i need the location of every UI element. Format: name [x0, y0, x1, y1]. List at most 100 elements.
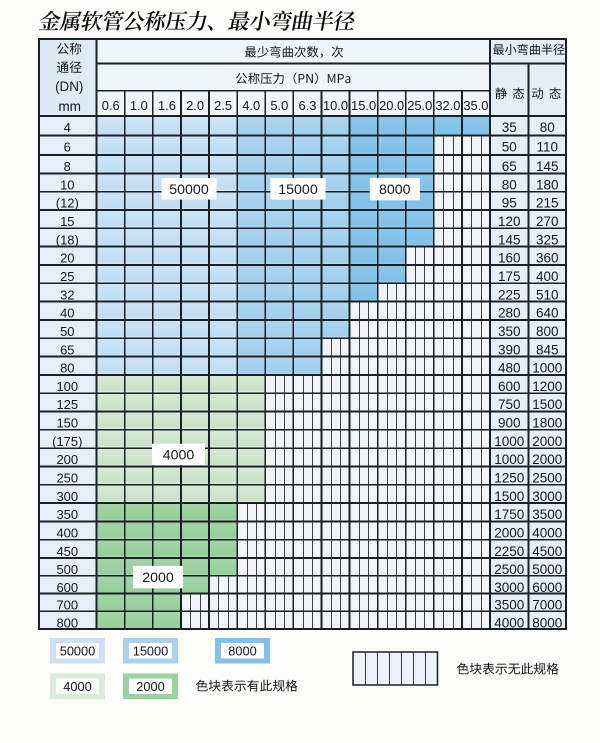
svg-text:1200: 1200	[532, 379, 562, 394]
svg-text:2500: 2500	[494, 562, 524, 577]
svg-text:1000: 1000	[494, 434, 524, 449]
svg-text:5.0: 5.0	[270, 98, 288, 113]
svg-text:4000: 4000	[63, 679, 91, 694]
svg-text:35.0: 35.0	[463, 98, 488, 113]
svg-text:10.0: 10.0	[323, 98, 348, 113]
svg-text:4500: 4500	[532, 544, 562, 559]
svg-text:20: 20	[60, 251, 74, 266]
svg-text:5000: 5000	[532, 562, 562, 577]
svg-text:390: 390	[498, 342, 521, 357]
svg-text:270: 270	[536, 214, 559, 229]
svg-text:750: 750	[498, 397, 521, 412]
svg-text:120: 120	[498, 214, 521, 229]
svg-text:32.0: 32.0	[435, 98, 460, 113]
svg-text:180: 180	[536, 177, 559, 192]
svg-text:350: 350	[56, 507, 78, 522]
svg-text:(18): (18)	[56, 232, 79, 247]
svg-text:20.0: 20.0	[379, 98, 404, 113]
svg-text:150: 150	[56, 416, 78, 431]
svg-text:65: 65	[502, 159, 517, 174]
svg-text:(12): (12)	[56, 196, 79, 211]
svg-text:15.0: 15.0	[351, 98, 376, 113]
svg-text:(175): (175)	[52, 434, 82, 449]
svg-text:4000: 4000	[494, 615, 524, 630]
svg-text:3000: 3000	[494, 580, 524, 595]
svg-text:4.0: 4.0	[242, 98, 260, 113]
svg-text:700: 700	[56, 598, 78, 613]
svg-text:7000: 7000	[532, 598, 562, 613]
svg-text:15000: 15000	[278, 182, 318, 198]
svg-text:40: 40	[60, 306, 74, 321]
svg-text:35: 35	[502, 120, 517, 135]
svg-text:80: 80	[540, 120, 555, 135]
svg-text:0.6: 0.6	[102, 98, 120, 113]
svg-text:(DN): (DN)	[55, 79, 83, 94]
svg-text:3000: 3000	[532, 489, 562, 504]
svg-text:400: 400	[536, 269, 559, 284]
svg-text:50: 50	[502, 140, 517, 155]
svg-text:1800: 1800	[532, 416, 562, 431]
svg-text:800: 800	[536, 324, 559, 339]
svg-text:600: 600	[498, 379, 521, 394]
svg-text:3500: 3500	[494, 598, 524, 613]
svg-text:32: 32	[60, 287, 74, 302]
svg-text:1500: 1500	[494, 489, 524, 504]
svg-text:6: 6	[64, 140, 71, 155]
svg-text:15: 15	[60, 214, 74, 229]
svg-text:640: 640	[536, 306, 559, 321]
svg-text:145: 145	[498, 232, 521, 247]
svg-text:480: 480	[498, 361, 521, 376]
svg-text:25.0: 25.0	[407, 98, 432, 113]
svg-text:15000: 15000	[133, 643, 169, 658]
svg-text:2.0: 2.0	[186, 98, 204, 113]
svg-text:350: 350	[498, 324, 521, 339]
svg-text:50: 50	[60, 324, 74, 339]
svg-text:100: 100	[56, 379, 78, 394]
svg-text:400: 400	[56, 525, 78, 540]
svg-text:175: 175	[498, 269, 521, 284]
svg-text:110: 110	[536, 140, 558, 155]
svg-text:6.3: 6.3	[298, 98, 316, 113]
svg-text:3500: 3500	[532, 507, 562, 522]
svg-text:8000: 8000	[379, 182, 411, 198]
svg-text:1250: 1250	[494, 471, 524, 486]
svg-text:2.5: 2.5	[214, 98, 232, 113]
svg-text:50000: 50000	[169, 182, 209, 198]
svg-text:500: 500	[56, 562, 78, 577]
svg-text:4: 4	[64, 120, 71, 135]
svg-text:510: 510	[536, 287, 559, 302]
svg-text:200: 200	[56, 452, 78, 467]
svg-text:6000: 6000	[532, 580, 562, 595]
svg-text:1.6: 1.6	[158, 98, 176, 113]
svg-text:160: 160	[498, 251, 521, 266]
svg-text:215: 215	[536, 196, 559, 211]
svg-text:450: 450	[56, 544, 78, 559]
svg-text:1750: 1750	[494, 507, 524, 522]
svg-text:80: 80	[60, 361, 74, 376]
svg-text:845: 845	[536, 342, 559, 357]
svg-text:325: 325	[536, 232, 559, 247]
svg-text:95: 95	[502, 196, 517, 211]
svg-text:225: 225	[498, 287, 521, 302]
svg-text:2000: 2000	[532, 452, 562, 467]
svg-text:2000: 2000	[136, 679, 164, 694]
svg-text:800: 800	[56, 615, 78, 630]
svg-text:1500: 1500	[532, 397, 562, 412]
svg-text:145: 145	[536, 159, 559, 174]
svg-text:8: 8	[64, 159, 71, 174]
svg-text:65: 65	[60, 342, 74, 357]
svg-text:360: 360	[536, 251, 559, 266]
svg-text:1.0: 1.0	[130, 98, 148, 113]
svg-text:8000: 8000	[532, 615, 562, 630]
svg-text:280: 280	[498, 306, 521, 321]
svg-text:8000: 8000	[228, 643, 256, 658]
svg-text:2500: 2500	[532, 471, 562, 486]
svg-text:300: 300	[56, 489, 78, 504]
svg-text:2000: 2000	[532, 434, 562, 449]
svg-text:4000: 4000	[163, 448, 195, 464]
svg-text:900: 900	[498, 416, 521, 431]
svg-text:125: 125	[56, 397, 78, 412]
svg-text:4000: 4000	[532, 525, 562, 540]
svg-text:80: 80	[502, 177, 517, 192]
svg-text:mm: mm	[58, 99, 81, 114]
